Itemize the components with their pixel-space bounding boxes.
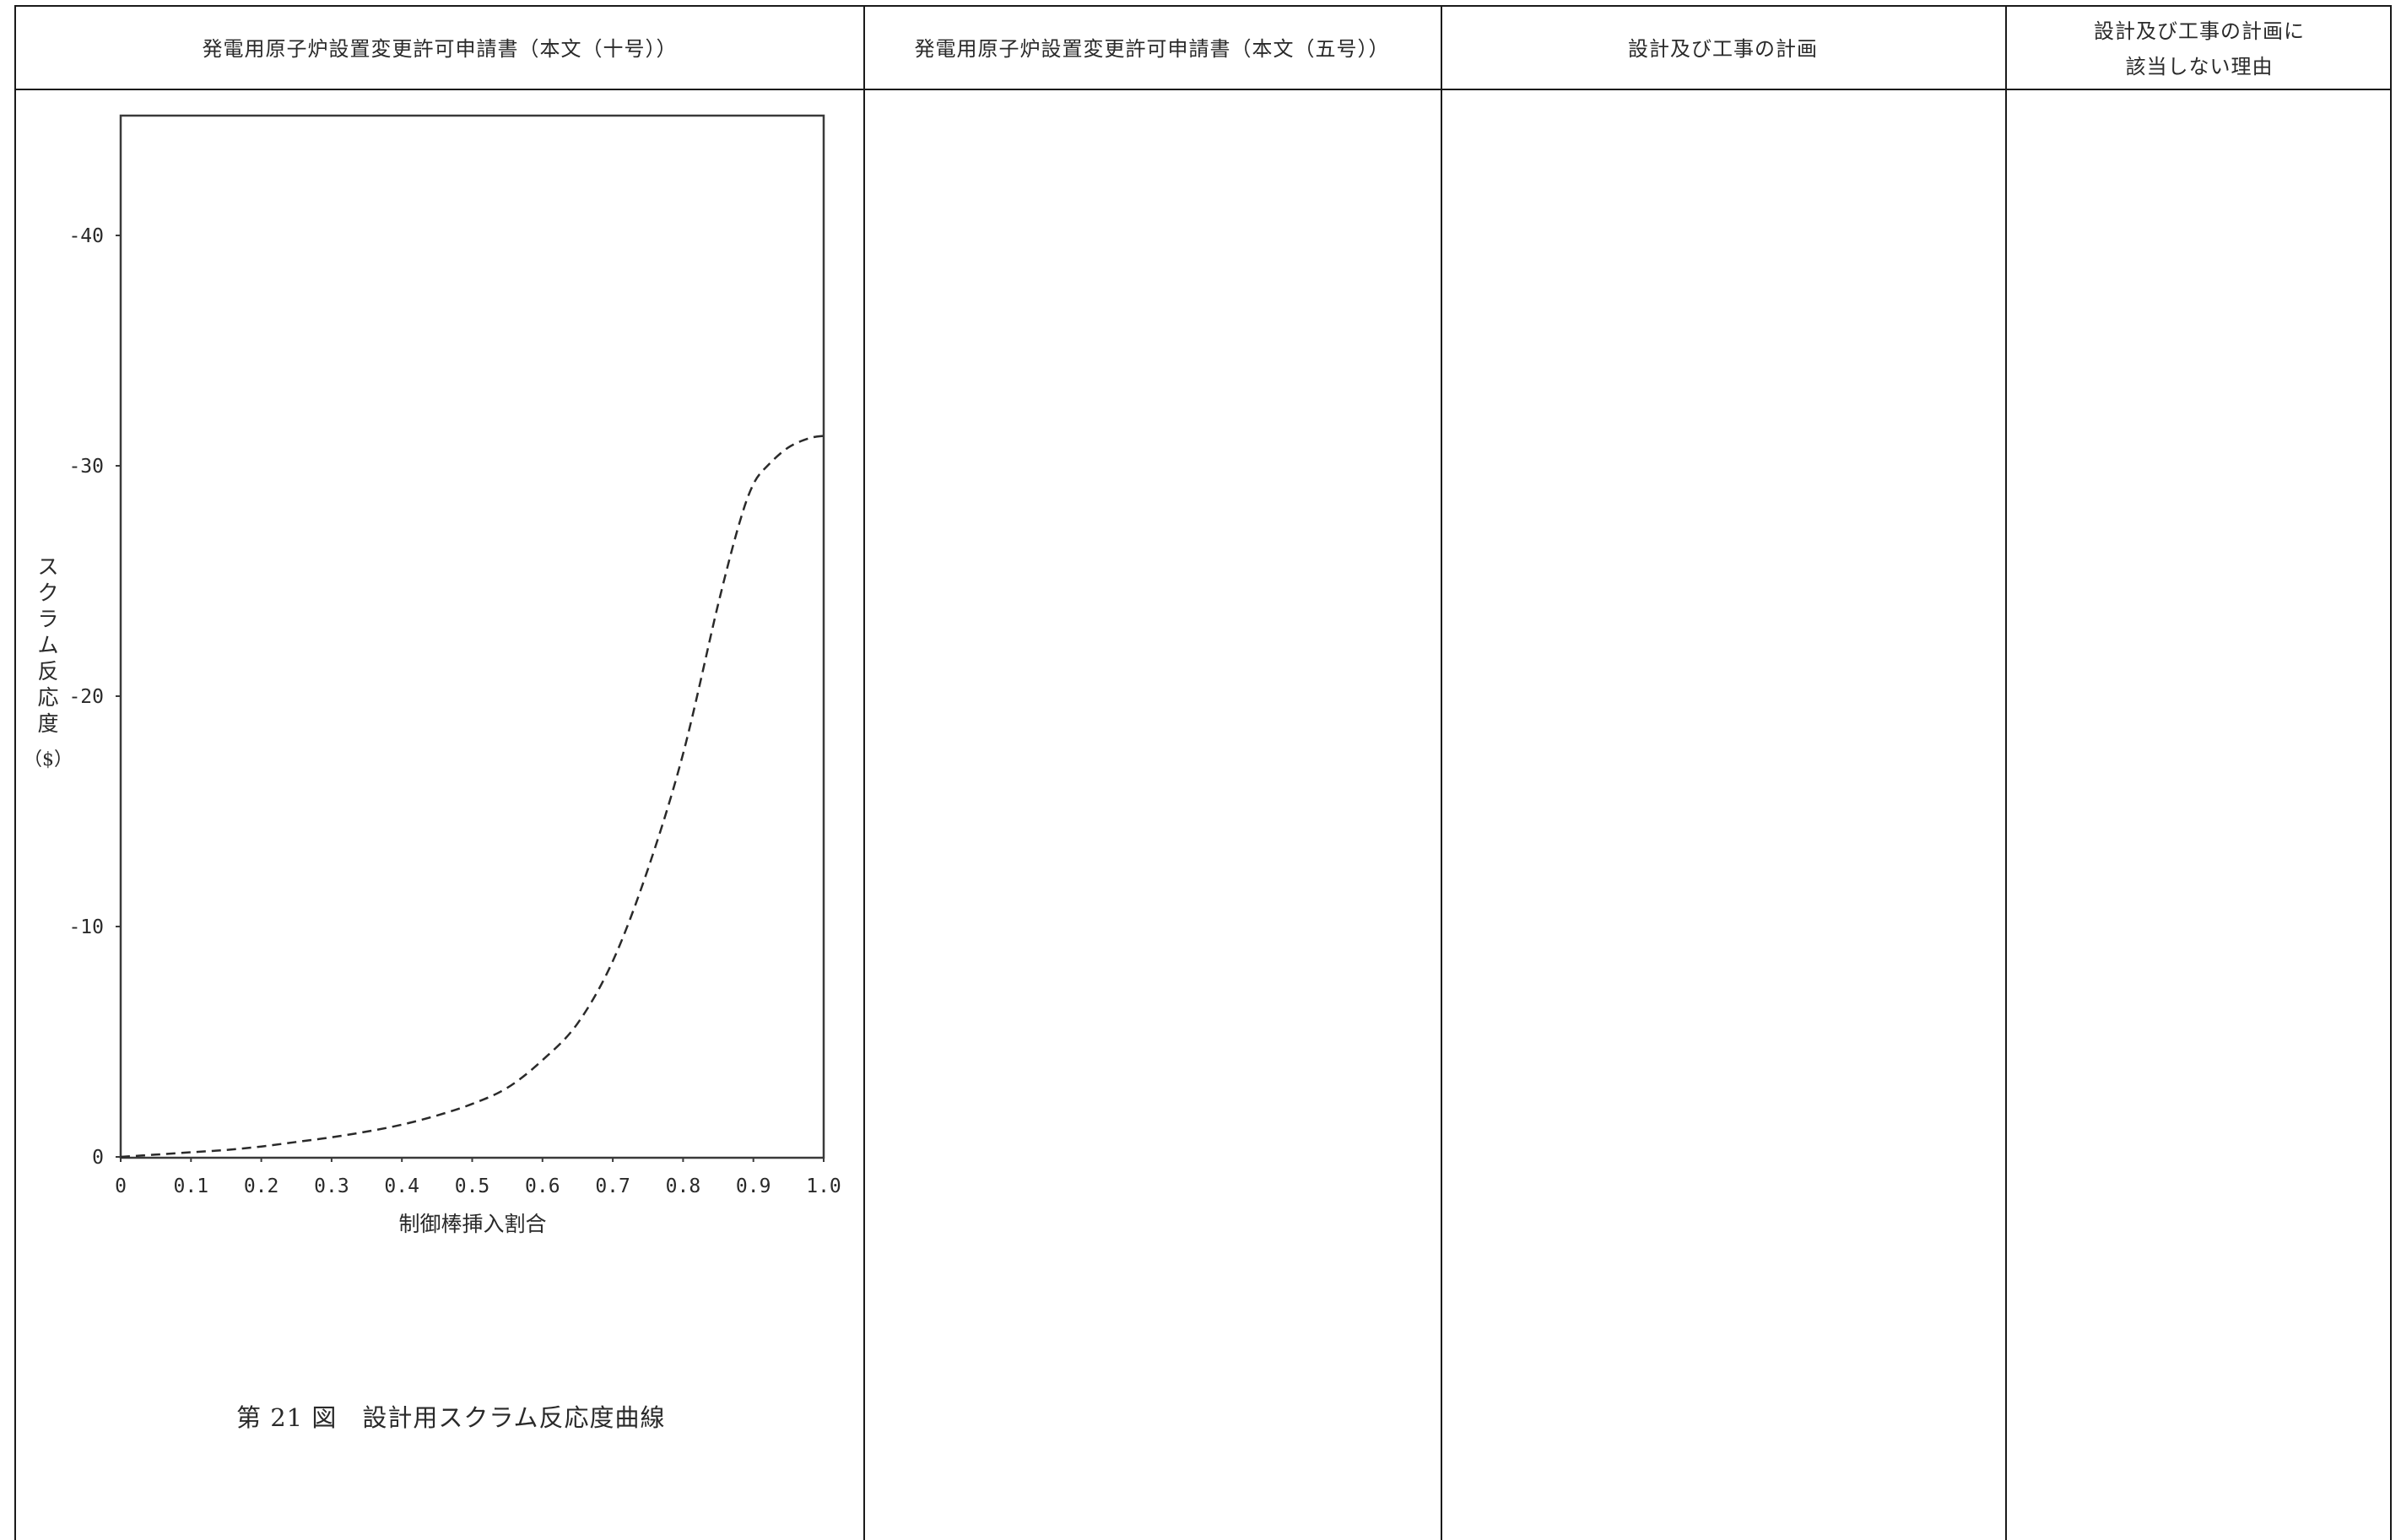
header-cell-reason: 設計及び工事の計画に 該当しない理由 [2005, 7, 2393, 90]
application-table: 発電用原子炉設置変更許可申請書（本文（十号）） 発電用原子炉設置変更許可申請書（… [14, 5, 2392, 1540]
x-tick-label: 0.9 [736, 1175, 771, 1197]
header-cell-honbun-10: 発電用原子炉設置変更許可申請書（本文（十号）） [16, 7, 863, 90]
y-axis-label-char: ラ [37, 607, 58, 631]
x-tick-label: 0.7 [595, 1175, 630, 1197]
y-axis-label-char: ム [37, 633, 58, 657]
x-tick-label: 0.3 [314, 1175, 349, 1197]
header-cell-design-plan: 設計及び工事の計画 [1441, 7, 2005, 90]
header-cell-honbun-5: 発電用原子炉設置変更許可申請書（本文（五号）） [863, 7, 1441, 90]
y-tick-label: -10 [68, 916, 104, 938]
x-tick-label: 0.1 [174, 1175, 209, 1197]
y-axis-label: スクラム反応度 （$） [24, 554, 73, 770]
x-axis-label: 制御棒挿入割合 [398, 1212, 546, 1236]
x-tick-label: 1.0 [806, 1175, 841, 1197]
y-tick-label: -40 [68, 225, 104, 247]
plot-frame [119, 114, 825, 1159]
y-axis-label-char: 応 [37, 685, 58, 710]
x-tick-label: 0.8 [666, 1175, 701, 1197]
y-axis-label-char: ス [37, 554, 58, 579]
y-axis-label-char: （$） [24, 749, 73, 770]
x-tick-label: 0.4 [384, 1175, 419, 1197]
scram-reactivity-chart: スクラム反応度 （$） 0 -10 -20 -30 -40 0 0.1 0.2 0.3 0.4 0.… [0, 0, 844, 1269]
column-divider [863, 7, 865, 1540]
y-axis-label-char: 度 [37, 711, 58, 736]
y-axis-label-char: ク [37, 581, 58, 605]
header-label: 設計及び工事の計画 [1628, 36, 1818, 61]
y-axis-label-char: 反 [37, 659, 58, 684]
y-axis-ticks: 0 -10 -20 -30 -40 [68, 225, 121, 1169]
scram-reactivity-curve [120, 435, 825, 1159]
header-label-line-2: 該当しない理由 [2125, 54, 2274, 78]
figure-caption: 第 21 図 設計用スクラム反応度曲線 [236, 1403, 666, 1432]
y-tick-label: 0 [92, 1147, 104, 1169]
chart-svg: スクラム反応度 （$） 0 -10 -20 -30 -40 0 0.1 0.2 0.3 0.4 0.… [24, 114, 841, 1236]
column-divider [2005, 7, 2007, 1540]
table-header-row [16, 7, 2390, 90]
y-tick-label: -20 [68, 686, 104, 708]
header-label-line-1: 設計及び工事の計画に [2094, 19, 2305, 43]
column-divider [1441, 7, 1442, 1540]
x-tick-label: 0 [115, 1175, 127, 1197]
x-tick-label: 0.5 [455, 1175, 490, 1197]
header-label: 発電用原子炉設置変更許可申請書（本文（十号）） [202, 36, 678, 61]
header-label: 発電用原子炉設置変更許可申請書（本文（五号）） [914, 36, 1390, 61]
x-axis-ticks: 0 0.1 0.2 0.3 0.4 0.5 0.6 0.7 0.8 0.9 1.0 [115, 1157, 841, 1197]
x-tick-label: 0.6 [525, 1175, 560, 1197]
x-tick-label: 0.2 [244, 1175, 279, 1197]
y-tick-label: -30 [68, 456, 104, 478]
